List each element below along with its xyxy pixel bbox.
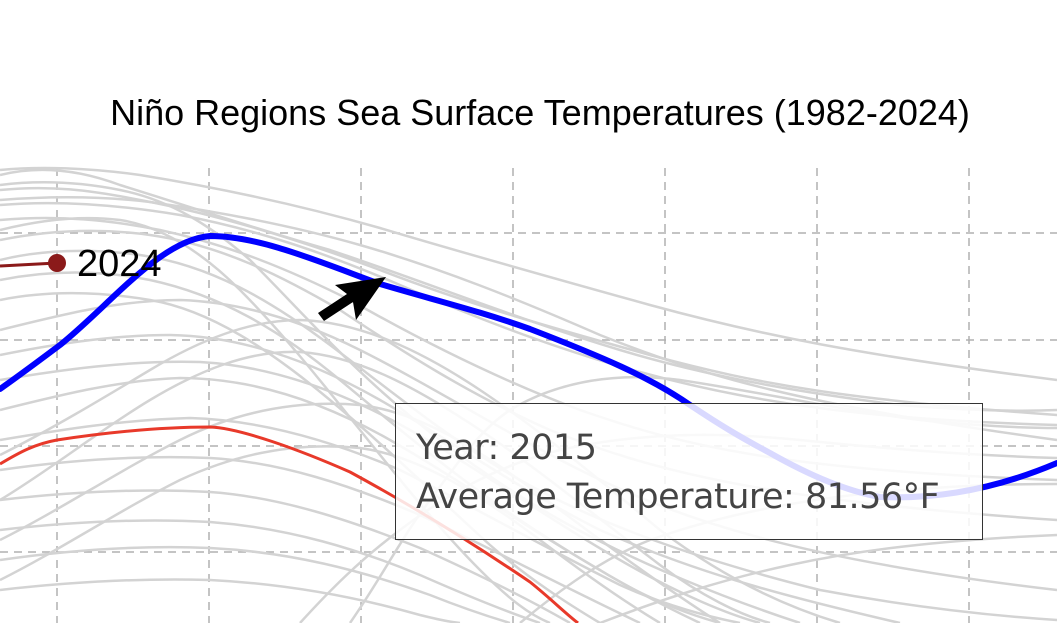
- background-year-line[interactable]: [0, 455, 641, 623]
- background-year-line[interactable]: [0, 445, 661, 623]
- background-year-line[interactable]: [0, 545, 511, 623]
- background-year-line[interactable]: [0, 318, 841, 623]
- background-year-line[interactable]: [0, 216, 551, 623]
- tooltip-year: Year: 2015: [416, 428, 597, 468]
- background-year-lines: [0, 166, 1057, 623]
- background-year-line[interactable]: [0, 166, 1057, 382]
- background-year-line[interactable]: [0, 519, 541, 623]
- series-2024-end-marker[interactable]: [48, 254, 66, 272]
- series-line-red[interactable]: [0, 425, 579, 623]
- background-year-line[interactable]: [0, 186, 1057, 417]
- background-year-line[interactable]: [0, 181, 801, 623]
- background-year-line[interactable]: [0, 168, 1057, 413]
- background-year-line[interactable]: [0, 291, 601, 623]
- series-line-2024[interactable]: [0, 261, 58, 268]
- series-2024-label: 2024: [77, 243, 162, 285]
- chart-title: Niño Regions Sea Surface Temperatures (1…: [110, 92, 970, 133]
- cursor-arrow-icon: [318, 277, 386, 321]
- background-year-line[interactable]: [0, 578, 461, 623]
- background-year-line[interactable]: [0, 350, 771, 623]
- background-year-line[interactable]: [0, 195, 1057, 442]
- tooltip-temperature: Average Temperature: 81.56°F: [416, 477, 940, 517]
- background-year-line[interactable]: [599, 533, 1057, 623]
- hover-tooltip: Year: 2015 Average Temperature: 81.56°F: [395, 403, 983, 540]
